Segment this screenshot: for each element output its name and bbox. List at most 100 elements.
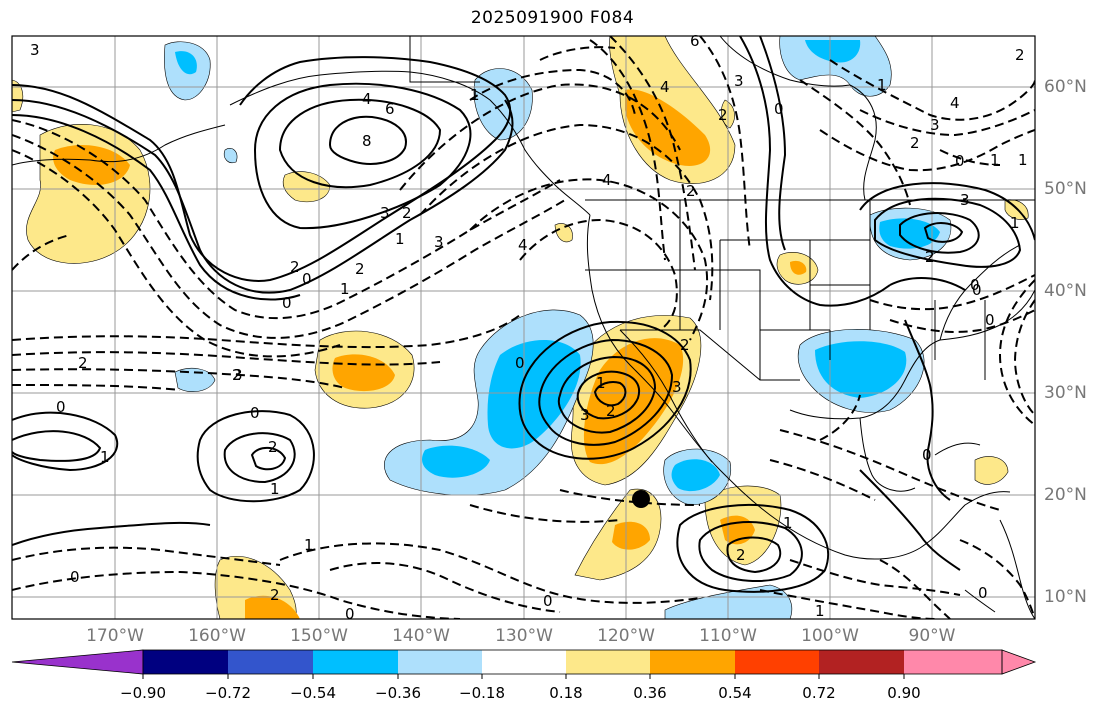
contour-label: 2 (355, 260, 365, 278)
negative-core (671, 459, 720, 492)
colorbar-tick-label: −0.18 (459, 684, 505, 702)
colorbar-tick-label: 0.90 (887, 684, 921, 702)
contour-label: 1 (100, 448, 110, 466)
latitude-label: 30°N (1044, 383, 1087, 403)
contour-label: 0 (302, 270, 312, 288)
contour-label: 0 (515, 354, 525, 372)
positive-core (53, 145, 130, 185)
longitude-label: 140°W (392, 626, 450, 646)
longitude-label: 150°W (290, 626, 348, 646)
contour-label: 8 (362, 132, 372, 150)
negative-core (175, 51, 197, 75)
positive-core (612, 521, 650, 550)
contour-label: 0 (970, 276, 980, 294)
contour-label: 2 (680, 336, 690, 354)
colorbar-segment (904, 650, 1002, 674)
negative-core (879, 218, 940, 249)
contour-label: 2 (686, 182, 696, 200)
contour-label: 1 (1010, 214, 1020, 232)
contour-label: 2 (268, 438, 278, 456)
contour-label: 0 (250, 404, 260, 422)
colorbar-tick-label: −0.90 (120, 684, 166, 702)
contour-label: 0 (774, 100, 784, 118)
gridlines (12, 36, 1035, 619)
contour-label: 2 (270, 586, 280, 604)
colorbar-tick-label: −0.36 (375, 684, 421, 702)
contour-label: 4 (660, 78, 670, 96)
contour-label: 3 (434, 233, 444, 251)
colorbar-segment (313, 650, 398, 674)
contour-label: 1 (877, 76, 887, 94)
plot-frame (11, 35, 1036, 620)
negative-area (473, 68, 533, 141)
contour-label: 3 (30, 41, 40, 59)
longitude-label: 160°W (188, 626, 246, 646)
contour-label: 3 (672, 378, 682, 396)
longitude-label: 90°W (908, 626, 956, 646)
contour-label: 2 (78, 354, 88, 372)
longitude-label: 100°W (801, 626, 859, 646)
contour-label: 1 (340, 280, 350, 298)
latitude-label: 50°N (1044, 179, 1087, 199)
contour-label: 2 (736, 546, 746, 564)
colorbar-segment (398, 650, 482, 674)
contour-label: 4 (950, 94, 960, 112)
longitude-label: 130°W (495, 626, 553, 646)
contour-label: 2 (925, 248, 935, 266)
contour-label: 3 (930, 116, 940, 134)
contour-label: 6 (385, 100, 395, 118)
contour-label: 1 (1018, 151, 1028, 169)
latitude-label: 40°N (1044, 281, 1087, 301)
negative-area (174, 367, 216, 393)
longitude-label: 170°W (86, 626, 144, 646)
contour-label: 4 (518, 236, 528, 254)
colorbar (11, 649, 1037, 679)
colorbar-tick-label: 0.72 (802, 684, 836, 702)
latitude-label: 20°N (1044, 485, 1087, 505)
positive-area (282, 171, 331, 203)
colorbar-segment (482, 650, 566, 674)
positive-area (554, 223, 573, 243)
solid-contours (12, 36, 1035, 593)
contour-label: 1 (783, 514, 793, 532)
contour-label: 2 (925, 248, 935, 266)
contour-label: 3 (734, 72, 744, 90)
contour-label: 0 (985, 311, 995, 329)
contour-label: 0 (70, 568, 80, 586)
colorbar-segment (650, 650, 735, 674)
contour-label: 2 (910, 134, 920, 152)
dashed-contours (12, 36, 1035, 619)
contour-label: 3 (380, 204, 390, 222)
contour-label: 3 (580, 406, 590, 424)
contour-label: 4 (602, 171, 612, 189)
contour-label: 3 (960, 191, 970, 209)
positive-core (245, 595, 300, 619)
colorbar-tick-label: 0.36 (633, 684, 667, 702)
colorbar-segment (566, 650, 650, 674)
negative-core (487, 340, 581, 449)
contour-label: 0 (56, 398, 66, 416)
positive-area (26, 124, 151, 264)
colorbar-tick-label: −0.54 (290, 684, 336, 702)
negative-core (422, 445, 490, 478)
latitude-label: 60°N (1044, 77, 1087, 97)
colorbar-segment (819, 650, 904, 674)
colorbar-extend-high (1001, 649, 1037, 675)
negative-core (815, 341, 907, 398)
negative-area (223, 148, 238, 163)
contour-label: 1 (270, 480, 280, 498)
contour-label: 2 (402, 204, 412, 222)
negative-core (805, 40, 861, 63)
colorbar-tick-label: 0.54 (718, 684, 752, 702)
colorbar-tick-label: 0.18 (549, 684, 583, 702)
contour-label: 0 (282, 294, 292, 312)
contour-label: 0 (922, 446, 932, 464)
colorbar-extend-low (11, 649, 144, 675)
contour-label: 1 (990, 151, 1000, 169)
contour-label: 0 (972, 281, 982, 299)
colorbar-segment (143, 650, 228, 674)
contour-label: 0 (955, 152, 965, 170)
longitude-label: 120°W (597, 626, 655, 646)
contour-label: 3 (233, 366, 243, 384)
